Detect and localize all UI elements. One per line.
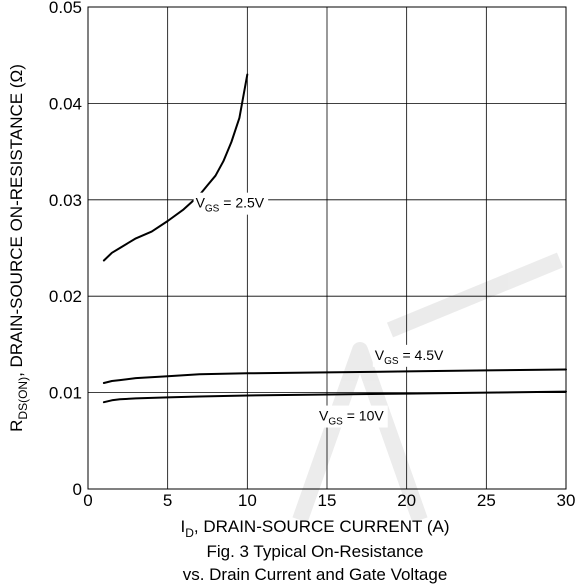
x-axis-label: ID, DRAIN-SOURCE CURRENT (A) [180,517,449,540]
caption-line-2: vs. Drain Current and Gate Voltage [183,565,448,584]
x-tick-label: 10 [238,491,257,510]
x-tick-label: 25 [477,491,496,510]
y-tick-label: 0.04 [49,94,82,113]
x-tick-label: 15 [318,491,337,510]
series-labels: VGS = 2.5V VGS = 4.5V VGS = 10V [193,192,448,428]
y-tick-labels: 0 0.01 0.02 0.03 0.04 0.05 [49,0,82,499]
x-tick-label: 0 [83,491,92,510]
series-line [102,390,567,404]
series-label: VGS = 10V [319,408,384,428]
x-tick-label: 30 [557,491,576,510]
y-tick-label: 0 [73,480,82,499]
x-tick-labels: 0 5 10 15 20 25 30 [83,491,575,510]
caption-line-1: Fig. 3 Typical On-Resistance [207,542,424,561]
series-label: VGS = 4.5V [375,347,444,367]
plot-frame [87,6,567,490]
x-tick-label: 20 [397,491,416,510]
series-line [102,368,567,384]
series-label-background [372,344,448,367]
y-tick-label: 0.01 [49,384,82,403]
series-lines [102,73,567,404]
series-label-background [193,192,269,215]
y-tick-label: 0.02 [49,287,82,306]
y-tick-label: 0.05 [49,0,82,17]
series-label-background [317,405,388,428]
y-tick-label: 0.03 [49,191,82,210]
series-label: VGS = 2.5V [196,195,265,215]
y-axis-label: RDS(ON), DRAIN-SOURCE ON-RESISTANCE (Ω) [7,64,30,432]
obsolete-watermark [292,252,564,523]
series-line [102,73,249,262]
x-tick-label: 5 [163,491,172,510]
